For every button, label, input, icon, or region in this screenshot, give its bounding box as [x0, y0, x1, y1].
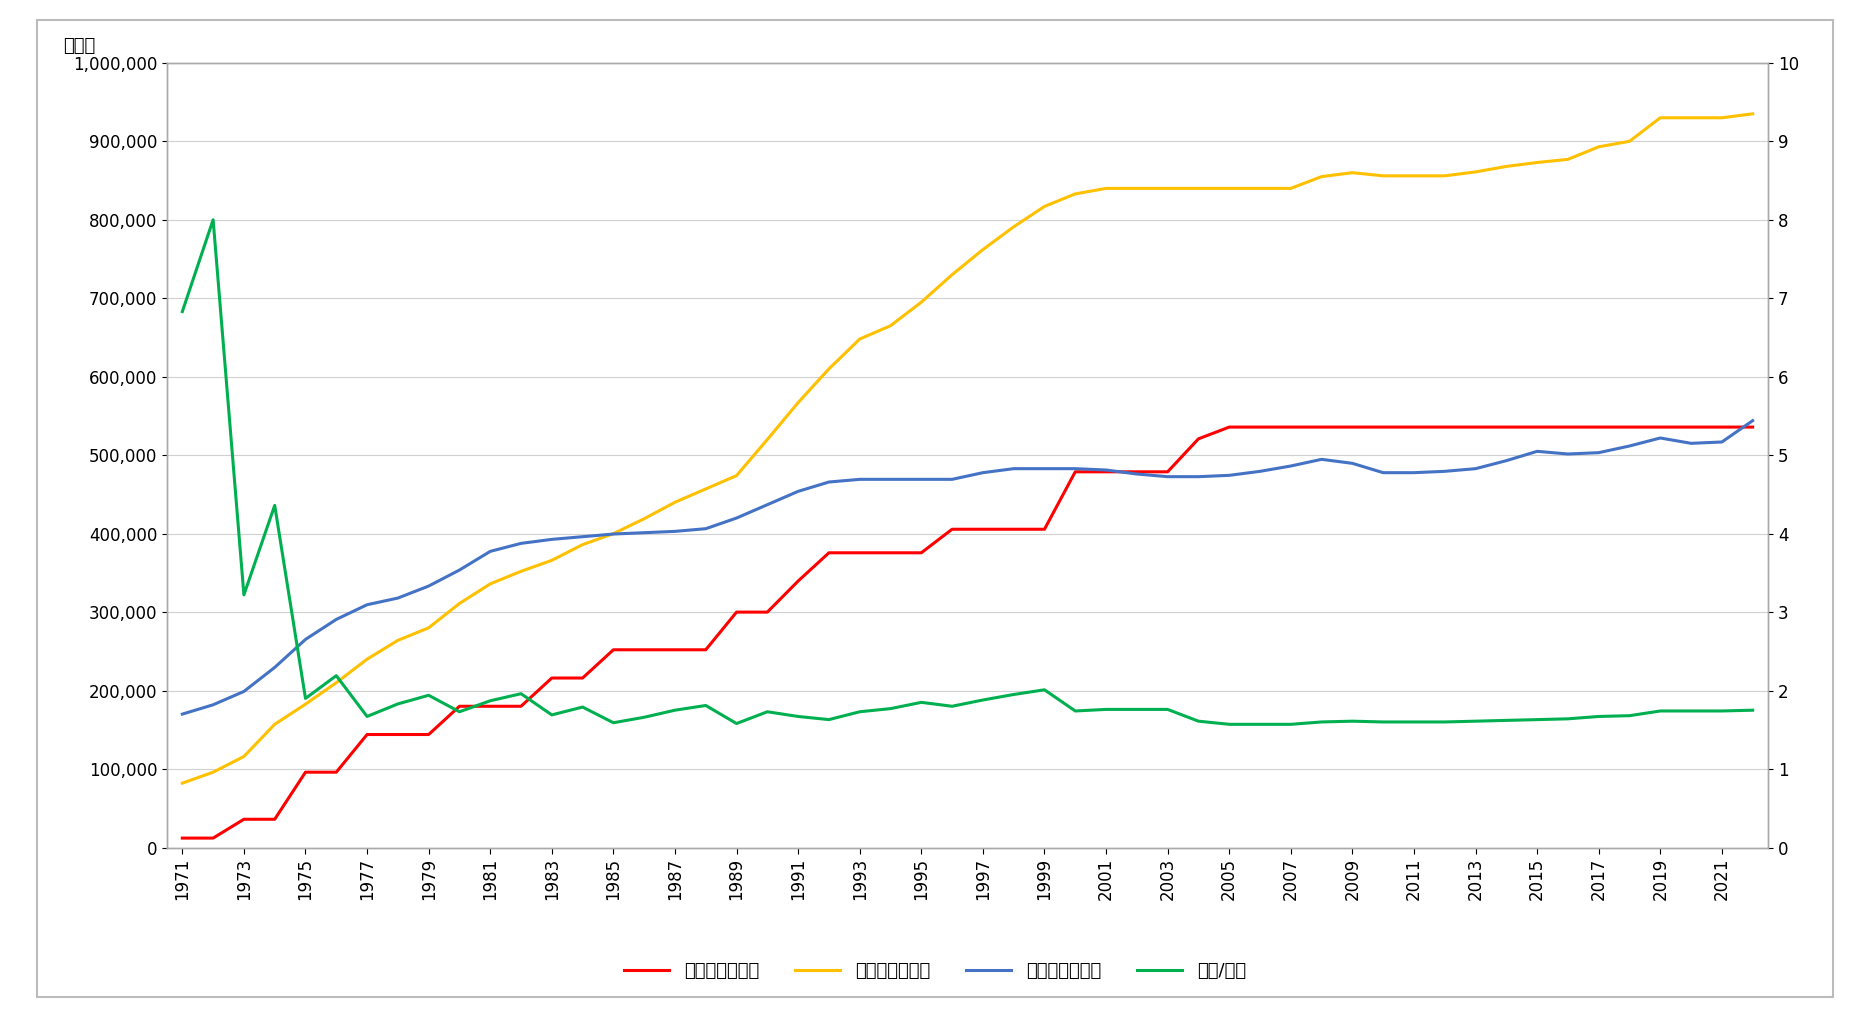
- Line: 授業料（国立）: 授業料（国立）: [183, 427, 1752, 838]
- 私立/国立: [1034, 683, 1057, 696]
- 授業料（国立）: [911, 547, 933, 559]
- Y-axis label: （円）: （円）: [64, 37, 95, 55]
- 授業料（私立）: [1187, 182, 1210, 194]
- 授業料（私立）: [1618, 135, 1640, 147]
- 授業料（国立）: [726, 606, 748, 618]
- 消費者物価指数: [726, 512, 748, 524]
- 消費者物価指数: [172, 708, 194, 720]
- 授業料（国立）: [1741, 421, 1763, 433]
- 私立/国立: [325, 669, 348, 681]
- 授業料（国立）: [1649, 421, 1672, 433]
- 授業料（国立）: [1187, 433, 1210, 445]
- Legend: 授業料（国立）, 授業料（私立）, 消費者物価指数, 私立/国立: 授業料（国立）, 授業料（私立）, 消費者物価指数, 私立/国立: [617, 955, 1253, 988]
- 授業料（私立）: [172, 777, 194, 789]
- 私立/国立: [1741, 704, 1763, 716]
- 消費者物価指数: [911, 473, 933, 485]
- 消費者物価指数: [1741, 415, 1763, 427]
- 私立/国立: [1249, 718, 1272, 730]
- 授業料（私立）: [294, 698, 316, 710]
- 消費者物価指数: [294, 634, 316, 646]
- 授業料（私立）: [1126, 182, 1148, 194]
- 私立/国立: [202, 214, 224, 226]
- 私立/国立: [941, 700, 963, 712]
- 授業料（私立）: [726, 470, 748, 482]
- 私立/国立: [1156, 704, 1178, 716]
- Line: 消費者物価指数: 消費者物価指数: [183, 421, 1752, 714]
- 私立/国立: [1217, 718, 1240, 730]
- Line: 授業料（私立）: 授業料（私立）: [183, 114, 1752, 783]
- 授業料（国立）: [172, 832, 194, 844]
- 消費者物価指数: [1126, 468, 1148, 480]
- 授業料（私立）: [911, 296, 933, 308]
- Line: 私立/国立: 私立/国立: [183, 220, 1752, 724]
- 消費者物価指数: [1618, 440, 1640, 453]
- 授業料（国立）: [1217, 421, 1240, 433]
- 授業料（国立）: [294, 766, 316, 778]
- 私立/国立: [172, 305, 194, 317]
- 消費者物価指数: [1187, 471, 1210, 483]
- 私立/国立: [755, 706, 778, 718]
- 授業料（国立）: [1126, 466, 1148, 478]
- 授業料（私立）: [1741, 108, 1763, 120]
